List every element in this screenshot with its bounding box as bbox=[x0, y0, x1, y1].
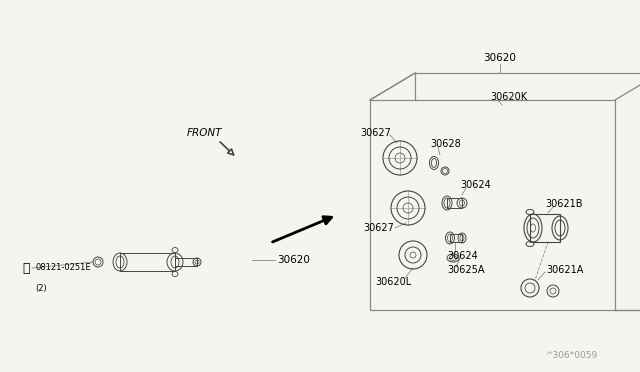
Bar bbox=[120, 253, 175, 271]
Text: 30624: 30624 bbox=[460, 180, 491, 190]
Text: 30624: 30624 bbox=[447, 251, 477, 261]
Bar bbox=[450, 234, 462, 242]
Text: 30621A: 30621A bbox=[546, 265, 584, 275]
Text: 30620K: 30620K bbox=[490, 92, 527, 102]
Text: FRONT: FRONT bbox=[187, 128, 223, 138]
Text: 30621B: 30621B bbox=[545, 199, 582, 209]
Text: 30620L: 30620L bbox=[375, 277, 412, 287]
Text: 30627: 30627 bbox=[363, 223, 394, 233]
Text: 30627: 30627 bbox=[360, 128, 391, 138]
Bar bbox=[447, 198, 462, 208]
Text: 30628: 30628 bbox=[430, 139, 461, 149]
Bar bbox=[530, 214, 560, 242]
Text: 08121-0251E: 08121-0251E bbox=[35, 263, 91, 273]
Text: Ⓑ: Ⓑ bbox=[22, 262, 29, 275]
Text: 30620: 30620 bbox=[484, 53, 516, 63]
Text: (2): (2) bbox=[35, 283, 47, 292]
Bar bbox=[175, 258, 197, 266]
Text: 30620: 30620 bbox=[277, 255, 310, 265]
Text: ^306*0059: ^306*0059 bbox=[545, 350, 597, 359]
Text: 30625A: 30625A bbox=[447, 265, 484, 275]
